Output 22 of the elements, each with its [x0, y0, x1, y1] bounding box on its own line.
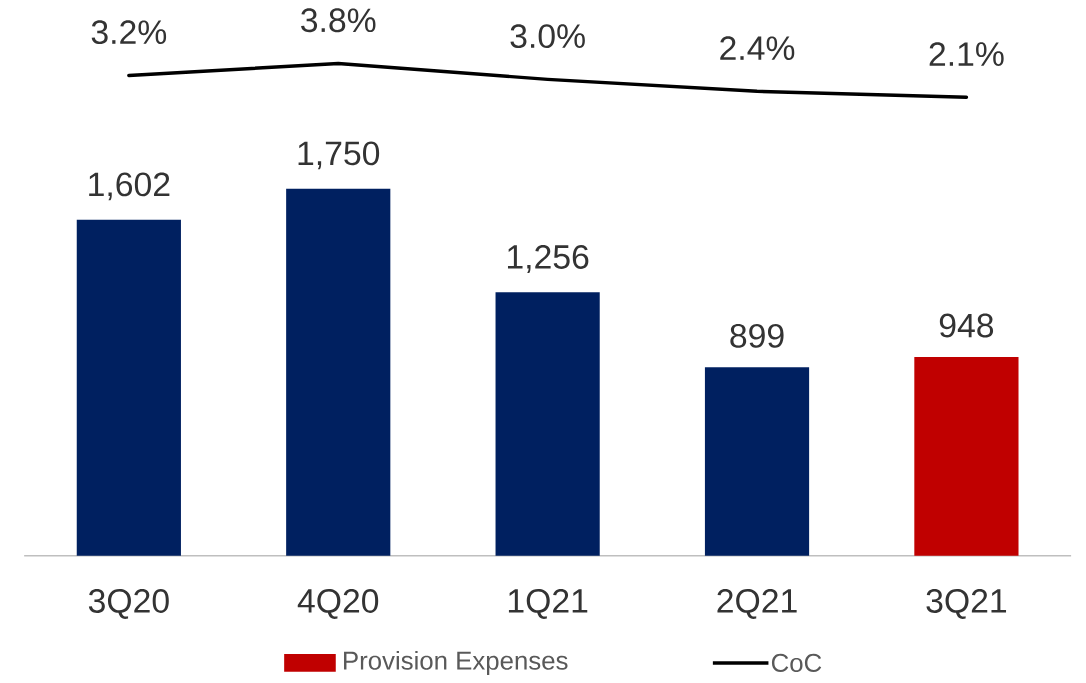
data-label: 948	[939, 313, 994, 338]
data-label: 3.8%	[301, 8, 376, 33]
data-label: 3.2%	[91, 20, 167, 45]
data-label: 1,256	[507, 245, 589, 274]
legend-label: CoC	[771, 653, 822, 673]
data-label: 899	[730, 324, 784, 348]
bar	[914, 357, 1019, 556]
x-tick-label: 3Q20	[88, 589, 169, 620]
data-label: 1,602	[89, 172, 170, 201]
data-label: 3.0%	[510, 24, 585, 49]
legend-label: Provision Expenses	[344, 651, 568, 676]
data-label: 2.1%	[929, 42, 1004, 67]
x-tick-label: 4Q20	[297, 589, 379, 620]
data-label: 2.4%	[720, 36, 795, 61]
x-tick-label: 2Q21	[717, 589, 797, 620]
bar	[286, 188, 391, 556]
x-tick-label: 3Q21	[926, 589, 1007, 620]
bar	[76, 219, 181, 556]
bar	[495, 292, 600, 556]
data-label: 1,750	[298, 141, 380, 170]
bar	[704, 367, 810, 556]
x-tick-label: 1Q21	[508, 589, 588, 620]
